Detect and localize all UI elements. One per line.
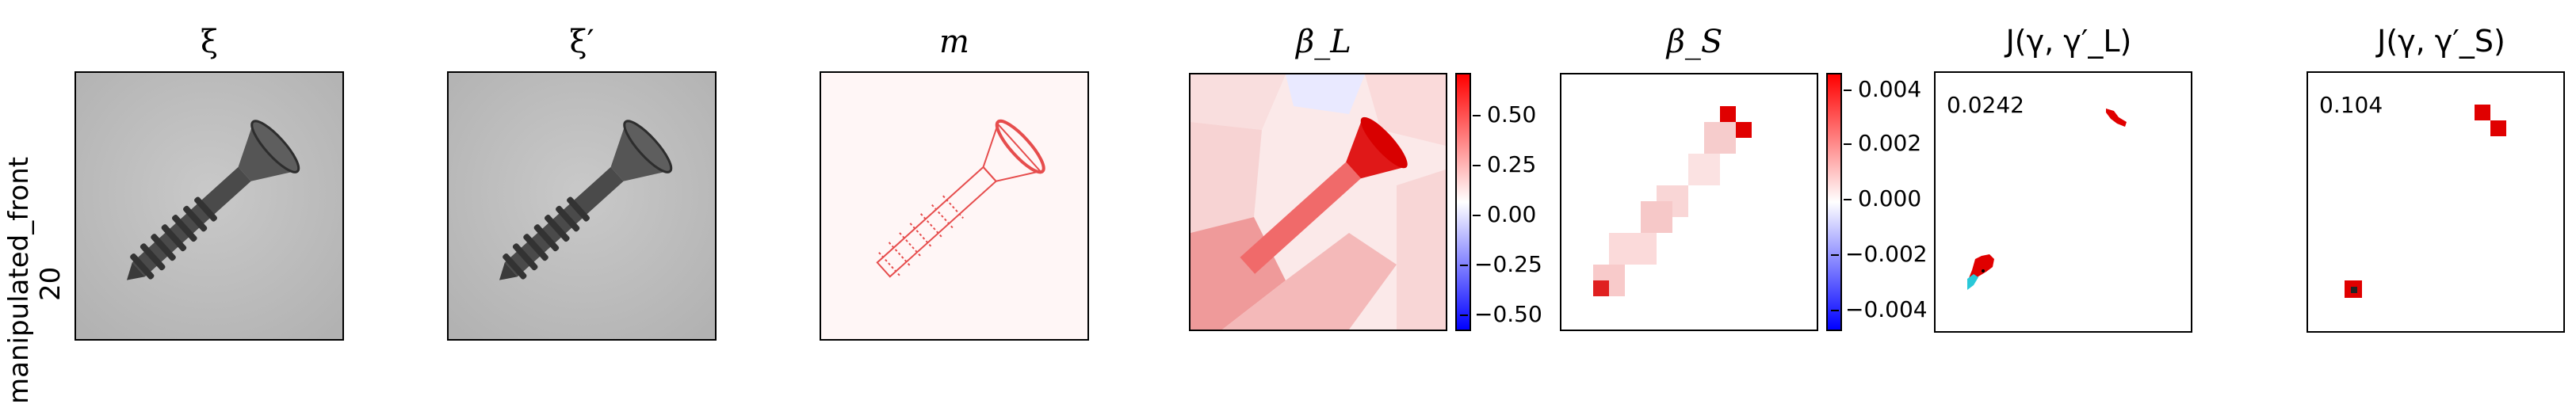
image-xi-prime	[447, 71, 717, 341]
image-m	[820, 71, 1089, 341]
overlap-map-large	[1936, 73, 2191, 331]
colorbar-beta-s	[1826, 73, 1842, 331]
grid-attribution-small	[1561, 74, 1817, 330]
image-jaccard-l: 0.0242	[1934, 71, 2192, 333]
screw-image-manipulated	[449, 73, 715, 339]
colorbar-beta-s-tick: 0.004	[1843, 76, 1922, 102]
panel-beta-l: β_L 0.50 0.25 0.00 −0.25 −0.50	[1189, 24, 1542, 341]
superpixel-attribution-large	[1191, 74, 1446, 330]
colorbar-beta-l-tick: 0.25	[1472, 151, 1537, 177]
difference-map	[821, 73, 1087, 339]
image-beta-l	[1189, 73, 1447, 331]
screw-image	[76, 73, 342, 339]
row-label-name: manipulated_front	[3, 156, 35, 404]
jaccard-score-l: 0.0242	[1947, 92, 2024, 118]
panel-title-xi-prime: ξ′	[569, 24, 594, 60]
overlap-map-small	[2308, 73, 2563, 331]
panel-title-beta-l: β_L	[1296, 24, 1351, 60]
panel-jaccard-s: J(γ, γ′_S) 0.104	[2307, 24, 2576, 341]
panel-title-xi: ξ	[200, 24, 219, 60]
colorbar-beta-s-tick: 0.000	[1843, 185, 1922, 212]
colorbar-beta-l-tick: −0.25	[1460, 251, 1542, 277]
colorbar-beta-s-tick: −0.004	[1831, 296, 1928, 322]
colorbar-beta-l-tick: −0.50	[1460, 301, 1542, 327]
colorbar-beta-l	[1455, 73, 1471, 331]
panel-jaccard-l: J(γ, γ′_L) 0.0242	[1934, 24, 2203, 341]
panel-title-jaccard-s: J(γ, γ′_S)	[2377, 24, 2505, 59]
row-label: manipulated_front 20	[0, 71, 71, 404]
panel-title-beta-s: β_S	[1666, 24, 1723, 60]
image-beta-s	[1560, 73, 1818, 331]
colorbar-beta-s-tick: −0.002	[1831, 241, 1928, 267]
panel-title-jaccard-l: J(γ, γ′_L)	[2005, 24, 2132, 59]
panel-xi-prime: ξ′	[447, 24, 717, 341]
panel-title-m: m	[939, 24, 969, 60]
image-jaccard-s: 0.104	[2307, 71, 2565, 333]
panel-xi: ξ	[75, 24, 344, 341]
colorbar-beta-l-tick: 0.50	[1472, 101, 1537, 128]
row-label-index: 20	[35, 266, 67, 301]
colorbar-beta-s-tick: 0.002	[1843, 130, 1922, 156]
jaccard-score-s: 0.104	[2319, 92, 2383, 118]
panel-beta-s: β_S 0.004 0.002 0.000 −0.002 −0.004	[1560, 24, 1928, 341]
image-xi	[75, 71, 344, 341]
colorbar-beta-l-tick: 0.00	[1472, 201, 1537, 227]
panel-m: m	[820, 24, 1089, 341]
